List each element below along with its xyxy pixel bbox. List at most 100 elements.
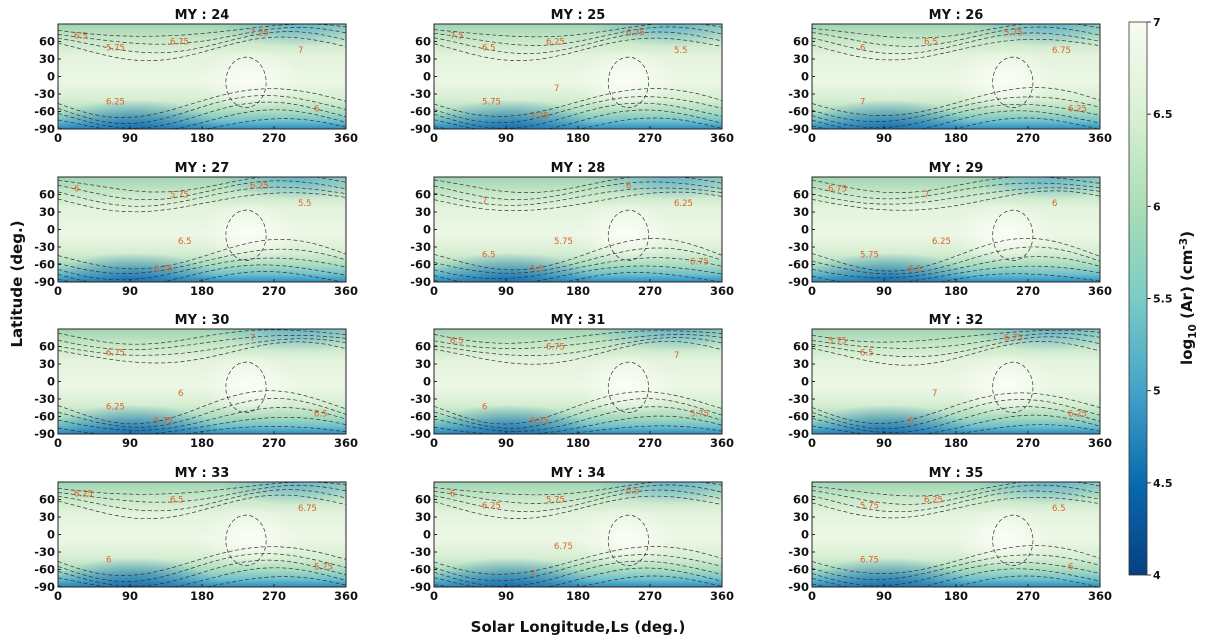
panel-title: MY : 30 bbox=[175, 313, 230, 328]
contour-line bbox=[434, 187, 722, 206]
contour-lines bbox=[58, 329, 346, 434]
contour-label: 6.5 bbox=[482, 251, 496, 261]
contour-line bbox=[812, 237, 1100, 272]
contour-label: 6 bbox=[178, 389, 183, 399]
contour-line bbox=[58, 238, 346, 270]
x-tick-label: 90 bbox=[498, 284, 514, 298]
contour-line bbox=[434, 26, 722, 46]
contour-lines bbox=[434, 482, 722, 587]
contour-line bbox=[812, 187, 1100, 205]
panel-title: MY : 33 bbox=[175, 466, 230, 481]
contour-label: 5.75 bbox=[828, 337, 847, 347]
x-tick-label: 0 bbox=[54, 589, 62, 603]
contour-label: 6 bbox=[74, 185, 79, 195]
contour-line bbox=[607, 514, 649, 566]
x-tick-label: 90 bbox=[498, 131, 514, 145]
y-tick-label: -90 bbox=[788, 427, 809, 441]
x-tick-label: 270 bbox=[638, 131, 662, 145]
contour-label: 5.5 bbox=[298, 199, 312, 209]
contour-line bbox=[58, 567, 346, 587]
x-tick-label: 270 bbox=[262, 436, 286, 450]
density-field: 6.5 6.75 7 6.25 6 5.75 7.25 bbox=[58, 24, 346, 129]
x-tick-label: 180 bbox=[190, 436, 214, 450]
y-tick-label: 30 bbox=[39, 357, 55, 371]
contour-line bbox=[812, 341, 1100, 366]
contour-lines bbox=[58, 482, 346, 587]
contour-label: 6.25 bbox=[530, 417, 549, 427]
x-tick-label: 0 bbox=[808, 436, 816, 450]
contour-label: 6.75 bbox=[546, 342, 565, 352]
contour-line bbox=[812, 484, 1100, 505]
contour-line bbox=[58, 264, 346, 282]
panel-title: MY : 32 bbox=[929, 313, 984, 328]
contour-label: 6.75 bbox=[860, 556, 879, 566]
panel-grid: 6.5 6.75 7 6.25 6 5.75 7.25 MY : 24 0 90 180 270 360… bbox=[34, 8, 1112, 603]
y-tick-label: 60 bbox=[793, 340, 809, 354]
contour-label: 6.75 bbox=[828, 185, 847, 195]
contour-label: 7 bbox=[924, 190, 929, 200]
contour-label: 5.75 bbox=[690, 410, 709, 420]
x-tick-label: 0 bbox=[430, 436, 438, 450]
contour-line bbox=[812, 414, 1100, 434]
colorbar-tick-label: 6.5 bbox=[1153, 108, 1173, 121]
contour-label: 7.5 bbox=[450, 32, 464, 42]
y-tick-label: -90 bbox=[788, 275, 809, 289]
contour-label: 6.25 bbox=[1068, 105, 1087, 115]
contour-line bbox=[434, 177, 722, 193]
contour-label: 7 bbox=[250, 334, 255, 344]
contour-label: 6.5 bbox=[450, 337, 464, 347]
x-tick-label: 360 bbox=[1088, 131, 1112, 145]
contour-line bbox=[812, 256, 1100, 279]
x-tick-label: 270 bbox=[638, 284, 662, 298]
contour-line bbox=[812, 561, 1100, 587]
contour-label: 6.5 bbox=[924, 37, 938, 47]
contour-line bbox=[434, 109, 722, 129]
x-tick-label: 0 bbox=[808, 284, 816, 298]
panel-title: MY : 35 bbox=[929, 466, 984, 481]
x-tick-label: 90 bbox=[122, 131, 138, 145]
x-tick-label: 90 bbox=[876, 436, 892, 450]
contour-line bbox=[434, 567, 722, 587]
x-tick-label: 270 bbox=[1016, 436, 1040, 450]
contour-line bbox=[812, 110, 1100, 129]
y-tick-label: -60 bbox=[788, 563, 809, 577]
contour-line bbox=[58, 118, 346, 129]
contour-line bbox=[434, 340, 722, 365]
density-field: 6.25 6.5 6.75 7 6 5.75 bbox=[812, 177, 1100, 282]
panel: 6.25 6.5 6.75 7 6 5.75 MY : 31 0 90 180 270 360 60 30… bbox=[410, 313, 734, 450]
y-tick-label: 30 bbox=[415, 52, 431, 66]
density-field: 6.25 6.5 6.75 6 5.75 bbox=[812, 482, 1100, 587]
contour-line bbox=[607, 209, 649, 261]
y-tick-label: -60 bbox=[788, 258, 809, 272]
x-tick-label: 90 bbox=[122, 436, 138, 450]
y-tick-label: -30 bbox=[410, 87, 431, 101]
contour-line bbox=[992, 514, 1034, 566]
x-tick-label: 360 bbox=[1088, 284, 1112, 298]
contour-label: 5.75 bbox=[106, 43, 125, 53]
x-tick-label: 90 bbox=[876, 589, 892, 603]
panel-title: MY : 25 bbox=[551, 8, 606, 23]
contour-label: 5.75 bbox=[860, 501, 879, 511]
contour-lines bbox=[812, 482, 1100, 587]
panel: 6.25 6.5 6.75 6 5.75 5.5 MY : 27 0 90 180 270 360 60… bbox=[34, 161, 358, 298]
y-tick-label: -30 bbox=[34, 545, 55, 559]
y-tick-label: -90 bbox=[788, 580, 809, 594]
x-tick-label: 0 bbox=[54, 131, 62, 145]
contour-line bbox=[434, 391, 722, 425]
contour-label: 6.5 bbox=[626, 487, 640, 497]
contour-line bbox=[434, 484, 722, 504]
x-tick-label: 360 bbox=[334, 284, 358, 298]
contour-line bbox=[58, 416, 346, 434]
contour-line bbox=[812, 246, 1100, 275]
contour-line bbox=[58, 27, 346, 45]
contour-line bbox=[812, 190, 1100, 211]
contour-label: 7 bbox=[860, 98, 865, 108]
contour-line bbox=[434, 191, 722, 212]
panel: 6.25 6.5 6.75 7 6 5.75 MY : 29 0 90 180 270 360 60 30… bbox=[788, 161, 1112, 298]
x-tick-label: 360 bbox=[334, 589, 358, 603]
contour-line bbox=[225, 514, 267, 566]
y-tick-label: -30 bbox=[410, 392, 431, 406]
y-tick-label: -60 bbox=[34, 563, 55, 577]
contour-line bbox=[434, 88, 722, 117]
